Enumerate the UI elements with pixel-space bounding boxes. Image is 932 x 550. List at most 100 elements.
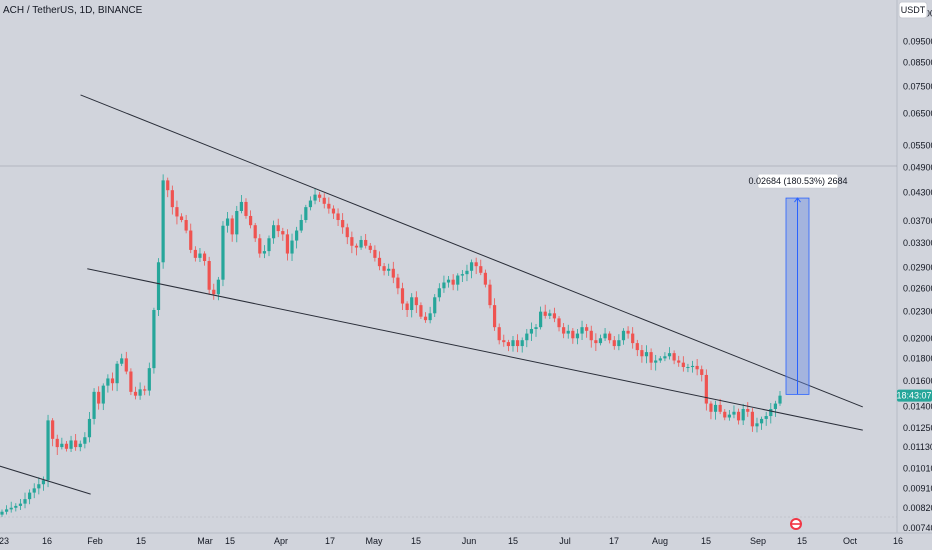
candle-body: [92, 391, 96, 419]
candle-body: [456, 275, 460, 285]
candle-body: [166, 180, 170, 191]
measure-arrowhead-icon: [794, 197, 801, 203]
candle-body: [598, 338, 603, 344]
candle-body: [626, 330, 630, 334]
time-tick-label: 16: [893, 536, 903, 546]
candle-body: [193, 249, 197, 258]
candle-body: [778, 395, 782, 404]
candle-body: [525, 333, 529, 341]
candle-body: [230, 218, 234, 235]
candle-body: [175, 207, 179, 217]
trendlines-layer: [0, 94, 863, 495]
time-tick-label: 15: [797, 536, 807, 546]
candle-body: [28, 492, 32, 500]
time-tick-label: Oct: [843, 536, 858, 546]
candle-body: [267, 238, 271, 252]
candle-body: [575, 333, 580, 339]
candle-body: [562, 327, 566, 334]
candle-body: [580, 327, 584, 334]
candle-body: [492, 305, 497, 328]
candle-body: [115, 363, 119, 384]
trendline[interactable]: [80, 94, 863, 408]
candle-body: [290, 240, 294, 254]
time-tick-label: 15: [701, 536, 711, 546]
candle-body: [156, 262, 161, 310]
candle-body: [41, 480, 46, 485]
candle-body: [506, 342, 510, 347]
candle-body: [55, 438, 59, 448]
candle-body: [5, 509, 9, 512]
candle-body: [479, 266, 483, 273]
measure-tool[interactable]: 0.02684 (180.53%) 2684: [748, 173, 848, 395]
candle-body: [612, 340, 616, 347]
candle-body: [272, 225, 276, 239]
price-tick-label: 0.01130: [903, 442, 932, 452]
time-tick-label: 17: [325, 536, 335, 546]
candle-body: [336, 213, 340, 221]
candle-body: [106, 378, 110, 386]
time-tick-label: 15: [508, 536, 518, 546]
candle-body: [308, 200, 313, 208]
candle-body: [700, 369, 704, 375]
time-tick-label: Sep: [750, 536, 766, 546]
go-to-realtime-icon[interactable]: [790, 518, 802, 530]
candle-body: [295, 230, 299, 241]
candle-body: [410, 297, 414, 310]
time-tick-label: 16: [42, 536, 52, 546]
candle-body: [0, 511, 4, 515]
candle-body: [202, 253, 207, 262]
candle-body: [285, 234, 290, 254]
time-tick-label: May: [365, 536, 383, 546]
trendline[interactable]: [0, 459, 91, 495]
candle-body: [18, 503, 23, 506]
candle-body: [649, 352, 653, 363]
candle-body: [414, 297, 418, 306]
candle-body: [138, 389, 142, 396]
trendline[interactable]: [87, 268, 863, 431]
measure-label: 0.02684 (180.53%) 2684: [748, 176, 847, 186]
candle-body: [603, 333, 607, 339]
candle-body: [239, 201, 243, 212]
candle-body: [672, 353, 676, 361]
candle-body: [736, 411, 741, 421]
candle-body: [741, 409, 745, 421]
candle-body: [658, 358, 662, 361]
candle-body: [423, 316, 428, 321]
candle-body: [654, 360, 658, 363]
candle-body: [465, 270, 469, 275]
candle-body: [488, 284, 492, 306]
candle-body: [723, 411, 727, 418]
candle-body: [262, 251, 267, 254]
candle-body: [469, 262, 474, 271]
candle-body: [235, 211, 239, 235]
candle-body: [78, 443, 82, 448]
candle-body: [686, 367, 690, 369]
candle-body: [51, 420, 55, 439]
candle-body: [502, 340, 506, 343]
candle-body: [198, 253, 202, 258]
candle-body: [663, 356, 667, 359]
candle-body: [212, 289, 216, 295]
candle-body: [428, 313, 432, 321]
candle-body: [9, 507, 13, 510]
candle-body: [497, 327, 501, 341]
time-tick-label: Aug: [652, 536, 668, 546]
candle-body: [566, 330, 570, 334]
time-axis[interactable]: 23 16 Feb 15 Mar 15 Apr 17 May 15 Jun 15 Jul 17 Aug 15 S…: [0, 536, 903, 546]
candle-body: [60, 443, 64, 448]
currency-button[interactable]: USDT: [898, 1, 928, 19]
candle-body: [341, 220, 345, 228]
candle-body: [732, 411, 736, 415]
candle-body: [511, 340, 515, 347]
candle-body: [221, 225, 225, 280]
candle-body: [548, 313, 552, 316]
